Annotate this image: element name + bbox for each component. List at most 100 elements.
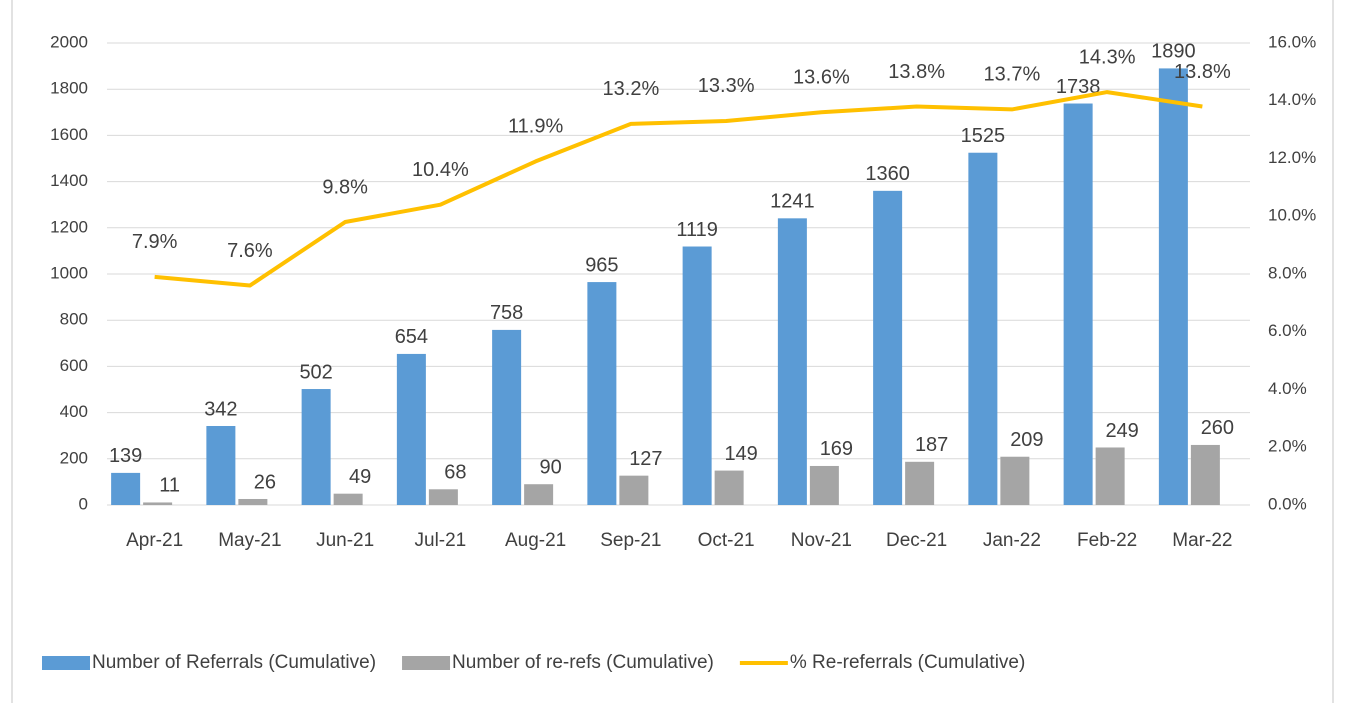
- y2-tick-label: 16.0%: [1268, 32, 1316, 51]
- data-label: 342: [204, 398, 237, 420]
- bar: [206, 425, 236, 505]
- data-label: 1890: [1151, 41, 1196, 63]
- data-label: 68: [444, 462, 466, 484]
- bar: [1158, 68, 1188, 505]
- data-label: 13.3%: [698, 75, 755, 97]
- bar: [809, 465, 839, 505]
- data-label: 11.9%: [508, 116, 563, 138]
- x-tick-label: Mar-22: [1172, 530, 1232, 551]
- bar: [111, 472, 141, 505]
- data-label: 13.8%: [1174, 61, 1231, 83]
- y-tick-label: 1600: [50, 125, 88, 144]
- x-tick-label: Dec-21: [886, 530, 947, 551]
- legend-swatch: [42, 656, 90, 670]
- bar: [143, 502, 173, 505]
- data-label: 1525: [961, 125, 1006, 147]
- x-tick-label: Jan-22: [983, 530, 1041, 551]
- y2-tick-label: 2.0%: [1268, 437, 1307, 456]
- data-label: 758: [490, 302, 523, 324]
- bar: [428, 489, 458, 505]
- data-label: 26: [254, 471, 276, 493]
- bar: [238, 498, 268, 505]
- data-label: 187: [915, 434, 948, 456]
- data-label: 14.3%: [1079, 46, 1136, 68]
- bar: [396, 353, 426, 505]
- x-tick-label: May-21: [218, 530, 281, 551]
- data-label: 7.6%: [227, 240, 273, 262]
- x-tick-label: Apr-21: [126, 530, 183, 551]
- data-label: 11: [159, 475, 180, 497]
- data-label: 13.8%: [888, 61, 945, 83]
- x-tick-label: Feb-22: [1077, 530, 1137, 551]
- y-tick-label: 1400: [50, 171, 88, 190]
- x-tick-label: Jun-21: [316, 530, 374, 551]
- y2-tick-label: 12.0%: [1268, 148, 1316, 167]
- data-label: 10.4%: [412, 159, 469, 181]
- y2-tick-label: 14.0%: [1268, 90, 1316, 109]
- data-label: 7.9%: [132, 231, 178, 253]
- data-label: 90: [540, 456, 562, 478]
- x-tick-label: Oct-21: [698, 530, 755, 551]
- y-tick-label: 2000: [50, 32, 88, 51]
- bar: [333, 493, 363, 505]
- y-tick-label: 1200: [50, 217, 88, 236]
- data-label: 13.2%: [603, 78, 660, 100]
- data-label: 249: [1105, 420, 1138, 442]
- bar: [1063, 103, 1093, 505]
- bar: [1190, 444, 1220, 505]
- bar: [968, 152, 998, 505]
- x-tick-label: Jul-21: [415, 530, 467, 551]
- x-tick-label: Nov-21: [791, 530, 852, 551]
- bar: [619, 475, 649, 505]
- y-tick-label: 1000: [50, 263, 88, 282]
- legend-swatch: [402, 656, 451, 670]
- bar: [873, 190, 903, 505]
- data-label: 49: [349, 466, 371, 488]
- x-tick-label: Sep-21: [600, 530, 661, 551]
- y2-tick-label: 6.0%: [1268, 321, 1307, 340]
- data-label: 1738: [1056, 76, 1101, 98]
- data-label: 13.7%: [984, 64, 1041, 86]
- data-label: 1241: [770, 191, 815, 213]
- line: [154, 90, 1203, 288]
- data-label: 209: [1010, 429, 1043, 451]
- y-tick-label: 600: [60, 356, 88, 375]
- y-tick-label: 200: [60, 448, 88, 467]
- x-tick-label: Aug-21: [505, 530, 566, 551]
- y2-tick-label: 4.0%: [1268, 379, 1307, 398]
- legend-label: Number of Referrals (Cumulative): [92, 652, 376, 673]
- data-label: 502: [299, 361, 332, 383]
- y-tick-label: 0: [79, 494, 88, 513]
- y2-tick-label: 8.0%: [1268, 263, 1307, 282]
- y-tick-label: 800: [60, 310, 88, 329]
- data-label: 149: [724, 443, 757, 465]
- y-tick-label: 1800: [50, 79, 88, 98]
- data-label: 260: [1201, 417, 1234, 439]
- bar: [1095, 447, 1125, 505]
- data-label: 1360: [865, 163, 910, 185]
- data-label: 13.6%: [793, 67, 850, 89]
- data-label: 654: [395, 326, 428, 348]
- bar: [524, 484, 554, 505]
- data-label: 169: [820, 438, 853, 460]
- bar: [587, 282, 617, 505]
- bar: [682, 246, 712, 506]
- data-label: 9.8%: [322, 176, 368, 198]
- bar: [714, 470, 744, 505]
- bar: [1000, 456, 1030, 505]
- y-tick-label: 400: [60, 402, 88, 421]
- legend-label: Number of re-refs (Cumulative): [452, 652, 714, 673]
- y2-tick-label: 10.0%: [1268, 206, 1316, 225]
- y2-tick-label: 0.0%: [1268, 494, 1307, 513]
- data-label: 127: [629, 448, 662, 470]
- bar: [492, 329, 522, 505]
- data-label: 139: [109, 445, 142, 467]
- data-label: 1119: [676, 219, 718, 241]
- bar: [777, 218, 807, 506]
- legend-label: % Re-referrals (Cumulative): [790, 652, 1025, 673]
- data-label: 965: [585, 254, 618, 276]
- bar: [301, 389, 331, 505]
- bar: [905, 461, 935, 505]
- chart-border: [11, 0, 1334, 703]
